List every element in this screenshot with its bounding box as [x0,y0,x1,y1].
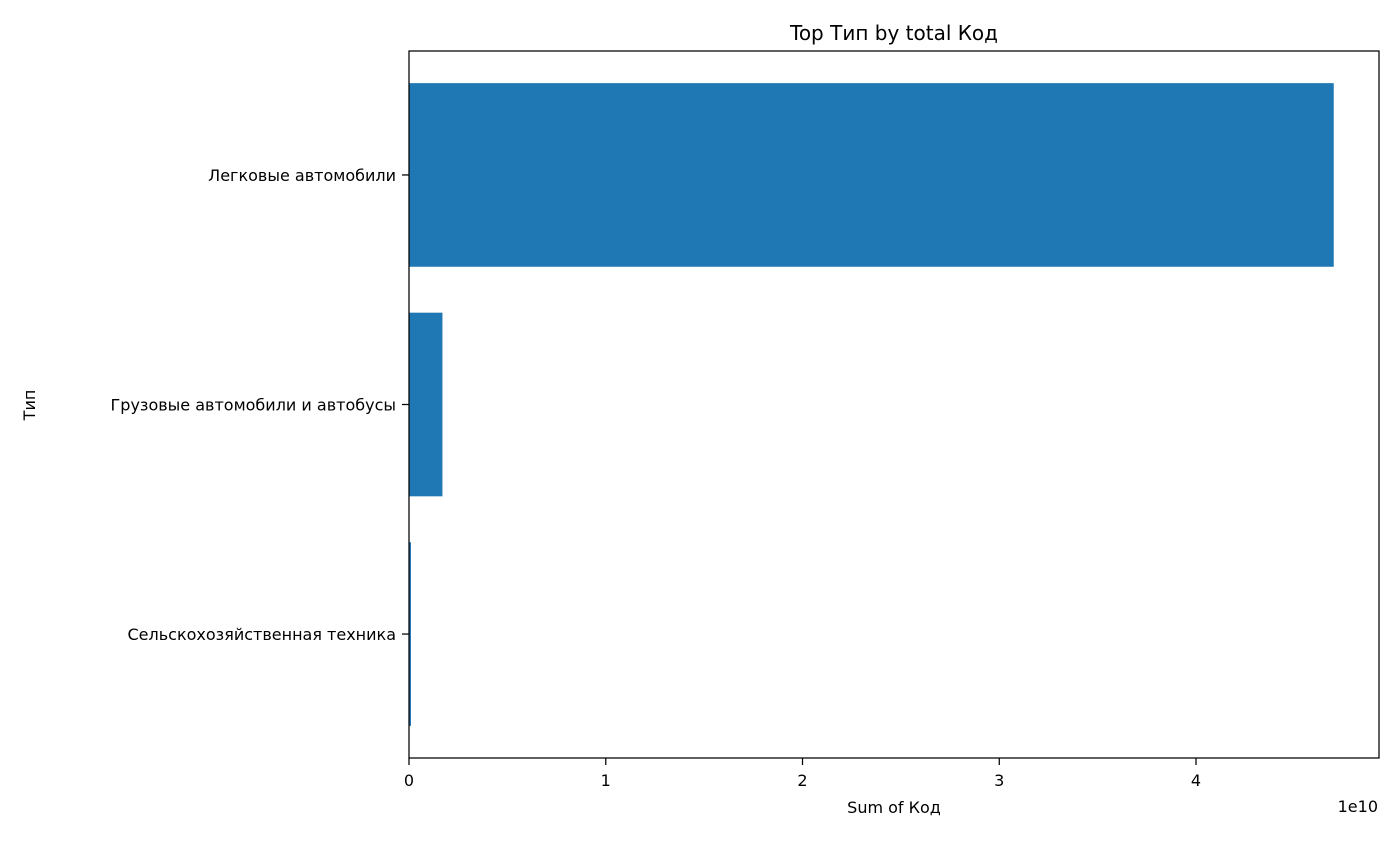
x-tick-label: 3 [994,771,1004,790]
y-axis-ticks: Легковые автомобили Грузовые автомобили и… [111,166,409,644]
x-tick-label: 0 [404,771,414,790]
y-tick-label: Грузовые автомобили и автобусы [111,396,396,415]
y-tick-label: Легковые автомобили [208,166,396,185]
x-axis-ticks: 0 1 2 3 4 [404,758,1201,790]
x-tick-label: 1 [601,771,611,790]
chart-title: Top Тип by total Код [789,21,998,45]
x-axis-offset-label: 1e10 [1338,797,1378,816]
bar [409,312,443,497]
plot-frame [408,50,1380,759]
y-axis-label: Тип [20,390,39,422]
x-tick-label: 4 [1191,771,1201,790]
bar [409,542,411,726]
x-axis-label: Sum of Код [847,798,941,817]
bars-group [409,83,1334,726]
bar [409,83,1334,267]
y-tick-label: Сельскохозяйственная техника [128,625,397,644]
x-tick-label: 2 [797,771,807,790]
